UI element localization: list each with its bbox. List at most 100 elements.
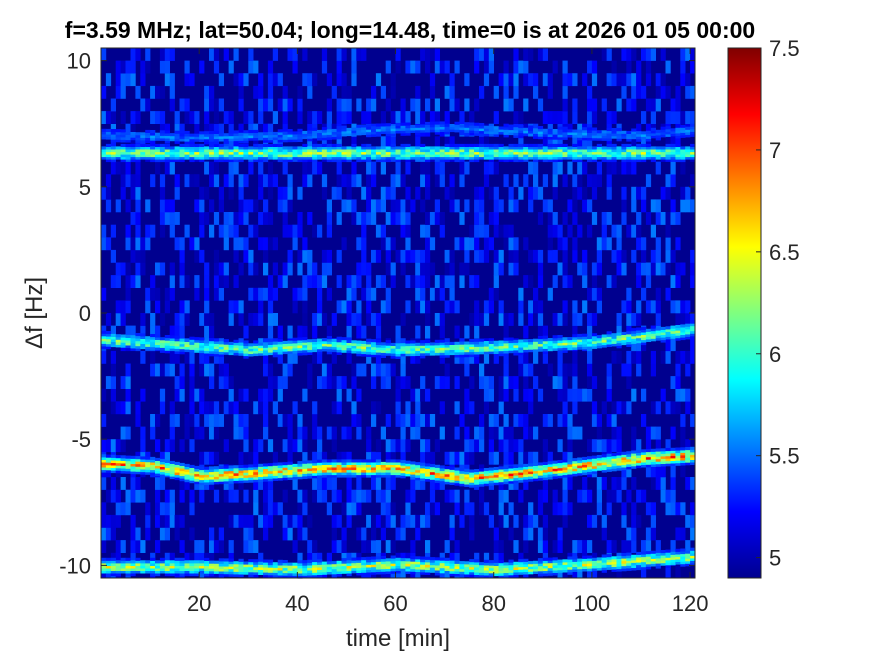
heatmap-cell <box>439 376 445 389</box>
trace-cell <box>267 478 274 482</box>
trace-cell <box>174 340 180 344</box>
heatmap-cell <box>302 426 308 440</box>
trace-cell <box>159 156 166 160</box>
trace-cell <box>636 133 642 137</box>
heatmap-cell <box>297 502 303 516</box>
trace-cell <box>213 353 220 357</box>
heatmap-cell <box>341 98 347 112</box>
trace-cell <box>341 347 347 351</box>
heatmap-cell <box>366 426 372 440</box>
trace-cell <box>253 156 259 160</box>
trace-cell <box>115 457 121 461</box>
heatmap-cell <box>493 451 499 465</box>
trace-cell <box>150 130 156 134</box>
heatmap-cell <box>199 401 205 415</box>
trace-cell <box>380 123 386 127</box>
trace-cell <box>685 134 691 138</box>
trace-cell <box>145 143 151 147</box>
trace-cell <box>631 133 637 137</box>
trace-cell <box>267 473 274 477</box>
trace-cell <box>223 470 229 474</box>
trace-cell <box>164 470 170 474</box>
heatmap-cell <box>572 73 578 87</box>
heatmap-cell <box>685 401 691 415</box>
trace-cell <box>518 349 524 353</box>
heatmap-cell <box>425 388 431 402</box>
trace-cell <box>582 151 588 155</box>
trace-cell <box>321 127 328 131</box>
trace-cell <box>366 159 372 163</box>
trace-cell <box>400 127 406 131</box>
trace-cell <box>636 154 642 158</box>
heatmap-cell <box>361 249 367 263</box>
trace-cell <box>474 154 480 158</box>
heatmap-cell <box>572 237 578 251</box>
trace-cell <box>307 156 313 160</box>
trace-cell <box>326 149 332 153</box>
heatmap-cell <box>680 350 686 364</box>
trace-cell <box>189 154 195 158</box>
heatmap-cell <box>169 275 175 288</box>
trace-cell <box>395 149 401 153</box>
heatmap-cell <box>572 426 578 440</box>
trace-cell <box>277 129 283 133</box>
heatmap-cell <box>213 48 220 61</box>
trace-cell <box>405 151 411 155</box>
trace-cell <box>272 146 278 150</box>
trace-cell <box>179 159 185 163</box>
trace-cell <box>233 130 239 134</box>
trace-cell <box>572 149 578 153</box>
trace-cell <box>454 475 460 479</box>
trace-cell <box>434 467 440 471</box>
heatmap-cell <box>110 527 116 541</box>
trace-cell <box>655 149 661 153</box>
trace-cell <box>204 471 210 475</box>
trace-cell <box>660 339 666 343</box>
heatmap-cell <box>267 212 274 225</box>
trace-cell <box>371 474 377 478</box>
trace-cell <box>277 338 283 342</box>
trace-cell <box>410 154 416 158</box>
trace-cell <box>606 130 612 134</box>
heatmap-cell <box>439 60 445 74</box>
trace-cell <box>213 151 220 155</box>
heatmap-cell <box>537 262 544 276</box>
trace-cell <box>488 351 494 355</box>
heatmap-cell <box>503 237 509 251</box>
trace-cell <box>258 352 264 356</box>
trace-cell <box>557 345 563 349</box>
trace-cell <box>115 156 121 160</box>
trace-cell <box>233 470 239 474</box>
heatmap-cell <box>302 237 308 251</box>
heatmap-cell <box>513 85 519 99</box>
heatmap-cell <box>105 376 112 389</box>
trace-cell <box>636 159 642 163</box>
trace-cell <box>263 159 269 163</box>
heatmap-cell <box>361 325 367 339</box>
trace-cell <box>385 350 391 354</box>
trace-cell <box>184 338 190 342</box>
heatmap-cell <box>498 313 504 326</box>
trace-cell <box>189 339 195 343</box>
trace-cell <box>292 340 298 344</box>
trace-cell <box>547 151 553 155</box>
trace-cell <box>537 151 544 155</box>
heatmap-cell <box>572 350 578 364</box>
trace-cell <box>444 481 450 485</box>
heatmap-cell <box>557 414 563 427</box>
trace-cell <box>498 466 504 470</box>
heatmap-cell <box>267 174 274 188</box>
trace-cell <box>375 123 382 127</box>
trace-cell <box>690 323 696 327</box>
trace-cell <box>591 151 598 155</box>
heatmap-cell <box>263 262 269 276</box>
trace-cell <box>459 468 465 472</box>
heatmap-cell <box>479 414 485 427</box>
heatmap-cell <box>582 186 588 200</box>
trace-cell <box>596 143 602 147</box>
heatmap-cell <box>518 287 524 301</box>
trace-cell <box>498 479 504 483</box>
trace-cell <box>601 456 607 460</box>
heatmap-cell <box>449 451 455 465</box>
trace-cell <box>312 338 318 342</box>
